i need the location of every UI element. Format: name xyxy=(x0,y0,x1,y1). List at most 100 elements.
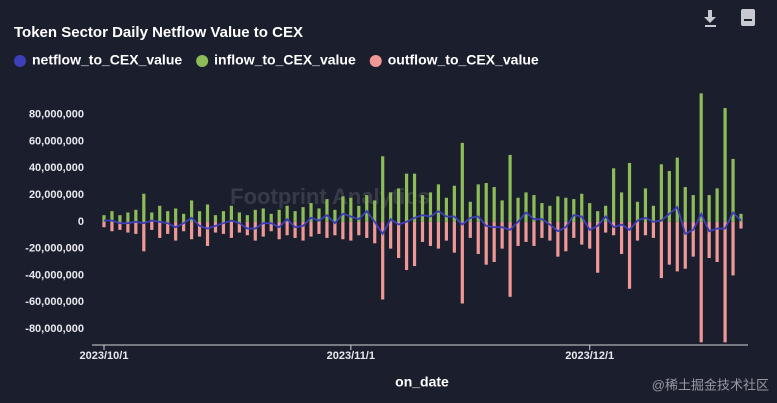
y-tick-label: -60,000,000 xyxy=(25,296,84,308)
download-icon[interactable] xyxy=(704,10,716,27)
bar xyxy=(142,193,146,222)
bar xyxy=(158,221,162,238)
bar xyxy=(643,221,648,236)
bar xyxy=(428,192,433,222)
x-tick-label: 2023/12/1 xyxy=(565,350,614,362)
bar xyxy=(532,221,536,246)
bar xyxy=(412,173,417,222)
bar xyxy=(373,200,377,222)
bar xyxy=(182,213,186,222)
bar xyxy=(189,200,194,222)
bar xyxy=(667,221,671,265)
credit: @稀土掘金技术社区 xyxy=(652,377,769,392)
bar xyxy=(604,221,608,233)
bar xyxy=(404,173,409,222)
watermark: Footprint Analytics xyxy=(230,184,430,209)
bar xyxy=(341,196,345,222)
bar xyxy=(683,187,687,222)
bar xyxy=(691,195,695,222)
bar xyxy=(150,212,154,222)
bar xyxy=(333,221,337,236)
bar xyxy=(659,164,663,222)
bar xyxy=(492,187,496,222)
bar xyxy=(492,221,496,263)
bar xyxy=(205,221,210,246)
bar xyxy=(715,188,719,222)
bar xyxy=(381,221,385,300)
bar xyxy=(524,221,528,242)
bar xyxy=(635,201,640,222)
bar xyxy=(715,221,719,263)
bar xyxy=(627,162,632,222)
bar xyxy=(596,221,600,273)
bar xyxy=(205,204,210,222)
bar xyxy=(452,221,456,253)
bar xyxy=(564,197,568,222)
bar xyxy=(420,195,425,222)
bar xyxy=(627,221,632,289)
bar xyxy=(651,205,656,222)
bar xyxy=(261,208,265,222)
bar xyxy=(102,215,106,222)
bar xyxy=(556,196,560,222)
legend-marker xyxy=(196,55,209,67)
bar xyxy=(317,221,321,234)
bar xyxy=(691,221,695,257)
bar xyxy=(675,157,679,222)
bar xyxy=(604,205,608,222)
bar xyxy=(126,212,130,222)
bar xyxy=(389,192,393,222)
bar xyxy=(612,221,616,236)
bar xyxy=(667,170,671,222)
bar xyxy=(675,221,679,272)
bar xyxy=(213,221,218,233)
bar xyxy=(189,221,194,240)
bar xyxy=(452,185,456,222)
bar xyxy=(404,221,409,271)
bar xyxy=(612,168,616,222)
bar xyxy=(357,221,361,236)
bar xyxy=(468,221,472,238)
bar xyxy=(373,221,377,244)
legend-label: netflow_to_CEX_value xyxy=(32,52,182,68)
bar xyxy=(572,221,576,238)
bar xyxy=(428,221,433,246)
bar xyxy=(261,221,265,237)
bar xyxy=(572,199,576,222)
bar xyxy=(166,211,170,222)
bar xyxy=(301,207,305,222)
bar xyxy=(182,221,186,232)
bar xyxy=(460,142,464,222)
bar xyxy=(723,221,727,343)
api-icon[interactable] xyxy=(741,9,755,26)
bar xyxy=(444,197,448,222)
bar xyxy=(325,199,329,222)
bar xyxy=(118,215,122,222)
bar xyxy=(476,184,480,222)
bar xyxy=(277,221,281,240)
bar xyxy=(619,221,624,254)
bar xyxy=(564,221,568,252)
bar xyxy=(659,221,663,279)
bar xyxy=(588,221,592,249)
bar xyxy=(229,221,233,238)
bar xyxy=(540,203,544,222)
bar xyxy=(285,205,289,222)
bar xyxy=(309,203,313,222)
bar xyxy=(174,208,178,222)
bar xyxy=(707,195,711,222)
bar xyxy=(269,213,273,222)
y-tick-label: 60,000,000 xyxy=(29,135,84,147)
bar xyxy=(508,154,512,222)
bar xyxy=(596,211,600,222)
bar xyxy=(397,188,401,222)
bar xyxy=(508,221,512,297)
bar xyxy=(285,221,289,236)
bar xyxy=(110,211,114,222)
bar xyxy=(651,221,656,238)
bar xyxy=(707,221,711,258)
legend-label: outflow_to_CEX_value xyxy=(388,52,539,68)
bar xyxy=(412,221,417,267)
